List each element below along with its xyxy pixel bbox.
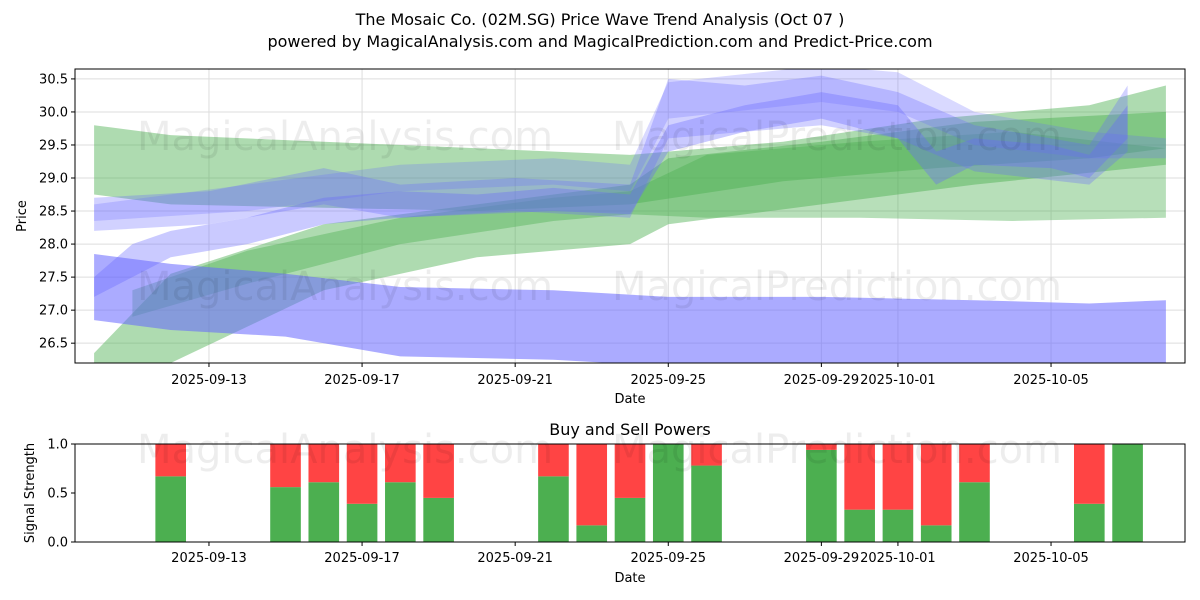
band-blue-wave-2: [94, 75, 1128, 231]
price-x-tick-label: 2025-09-25: [630, 373, 706, 388]
price-x-tick-label: 2025-10-05: [1013, 373, 1089, 388]
buy-bar: [538, 476, 569, 542]
price-y-tick-label: 27.5: [39, 271, 68, 286]
sell-bar: [882, 444, 914, 510]
signal-x-tick-label: 2025-10-01: [860, 551, 936, 566]
price-x-tick-label: 2025-10-01: [860, 373, 936, 388]
price-y-tick-label: 30.5: [39, 72, 68, 87]
buy-bar: [614, 497, 646, 542]
band-green-wide-band: [132, 131, 1166, 317]
price-watermarks: MagicalAnalysis.com MagicalPrediction.com…: [137, 114, 1062, 310]
buy-bar: [423, 497, 454, 542]
signal-x-tick-label: 2025-09-25: [630, 551, 706, 566]
buy-bar: [346, 503, 378, 542]
price-plot-frame: [74, 68, 1186, 364]
price-y-tick-label: 29.0: [39, 172, 68, 187]
sell-bar: [155, 444, 186, 477]
sell-bar: [270, 444, 301, 488]
watermark-text: MagicalAnalysis.com: [137, 264, 553, 310]
signal-x-tick-label: 2025-09-17: [324, 551, 400, 566]
buy-bar: [882, 509, 914, 542]
buy-bar: [1112, 444, 1143, 542]
band-blue-upper-band: [94, 69, 1166, 221]
watermark-text: MagicalPrediction.com: [612, 114, 1062, 160]
signal-x-tick-label: 2025-09-21: [477, 551, 553, 566]
band-blue-wave-1: [94, 92, 1128, 297]
buy-bar: [1074, 503, 1105, 542]
signal-chart-title: Buy and Sell Powers: [549, 420, 711, 439]
buy-bar: [920, 525, 952, 542]
chart-subtitle: powered by MagicalAnalysis.com and Magic…: [267, 32, 932, 51]
sell-bar: [691, 444, 722, 466]
sell-bar: [959, 444, 990, 483]
signal-y-tick-label: 1.0: [47, 438, 68, 453]
sell-bar: [806, 444, 837, 450]
watermark-text: MagicalAnalysis.com: [137, 427, 553, 473]
sell-bar: [844, 444, 875, 510]
price-y-tick-label: 29.5: [39, 138, 68, 153]
price-y-axis: 26.5 27.0 27.5 28.0 28.5 29.0 29.5 30.0 30.5: [39, 72, 75, 352]
sell-bar: [576, 444, 608, 526]
price-x-axis: 2025-09-13 2025-09-17 2025-09-21 2025-09-25…: [171, 363, 1089, 388]
band-green-middle-band: [94, 111, 1166, 363]
buy-bar: [308, 482, 340, 542]
price-y-tick-label: 27.0: [39, 304, 68, 319]
price-y-label: Price: [15, 200, 30, 232]
sell-bar: [614, 444, 646, 498]
signal-bars: [155, 444, 1143, 542]
signal-y-label: Signal Strength: [23, 443, 38, 543]
signal-x-tick-label: 2025-09-29: [784, 551, 860, 566]
sell-bar: [346, 444, 378, 504]
sell-bar: [538, 444, 569, 477]
price-y-tick-label: 30.0: [39, 105, 68, 120]
sell-bar: [920, 444, 952, 526]
buy-bar: [385, 482, 416, 542]
price-x-tick-label: 2025-09-13: [171, 373, 247, 388]
chart-title: The Mosaic Co. (02M.SG) Price Wave Trend…: [355, 10, 845, 29]
price-y-tick-label: 26.5: [39, 337, 68, 352]
watermark-text: MagicalAnalysis.com: [137, 114, 553, 160]
price-x-tick-label: 2025-09-21: [477, 373, 553, 388]
band-green-upper-band: [94, 85, 1166, 211]
watermark-text: MagicalPrediction.com: [612, 427, 1062, 473]
signal-x-axis: 2025-09-13 2025-09-17 2025-09-21 2025-09-25…: [171, 542, 1089, 566]
price-x-label: Date: [614, 392, 645, 407]
buy-bar: [652, 444, 684, 542]
sell-bar: [423, 444, 454, 498]
buy-bar: [576, 525, 608, 542]
buy-bar: [691, 465, 722, 542]
buy-bar: [270, 487, 301, 542]
buy-bar: [155, 476, 186, 542]
price-y-tick-label: 28.5: [39, 205, 68, 220]
signal-y-tick-label: 0.0: [47, 536, 68, 551]
price-x-tick-label: 2025-09-17: [324, 373, 400, 388]
signal-x-tick-label: 2025-09-13: [171, 551, 247, 566]
price-x-tick-label: 2025-09-29: [784, 373, 860, 388]
sell-bar: [1074, 444, 1105, 504]
signal-y-tick-label: 0.5: [47, 487, 68, 502]
sell-bar: [308, 444, 340, 483]
signal-watermarks: MagicalAnalysis.com MagicalPrediction.com: [137, 427, 1062, 473]
signal-x-tick-label: 2025-10-05: [1013, 551, 1089, 566]
band-blue-lower-band: [94, 254, 1166, 363]
signal-x-label: Date: [614, 571, 645, 586]
price-bands: [94, 69, 1166, 363]
buy-bar: [844, 509, 875, 542]
watermark-text: MagicalPrediction.com: [612, 264, 1062, 310]
sell-bar: [385, 444, 416, 483]
buy-bar: [806, 449, 837, 542]
price-y-tick-label: 28.0: [39, 238, 68, 253]
buy-bar: [959, 482, 990, 542]
signal-y-axis: 0.0 0.5 1.0: [47, 438, 75, 551]
